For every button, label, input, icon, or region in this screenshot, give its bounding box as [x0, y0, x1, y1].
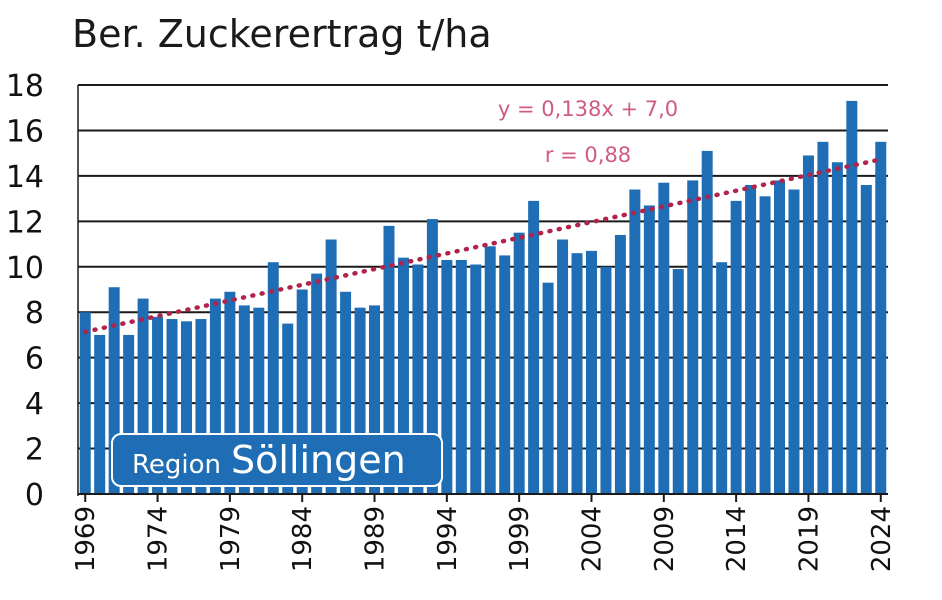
- annotations: y = 0,138x + 7,0 r = 0,88: [498, 97, 678, 167]
- bar: [860, 184, 872, 494]
- bar: [412, 264, 424, 494]
- bar: [643, 205, 655, 494]
- bar: [470, 264, 482, 494]
- y-tick-label: 10: [6, 251, 44, 286]
- x-tick-label: 1989: [361, 506, 391, 572]
- bar: [745, 184, 757, 494]
- y-tick-label: 4: [25, 387, 44, 422]
- bar: [108, 287, 120, 494]
- bar: [802, 155, 814, 494]
- bar: [542, 282, 554, 494]
- chart-title: Ber. Zuckerertrag t/ha: [72, 12, 492, 56]
- bar: [658, 182, 670, 494]
- bar: [875, 141, 887, 495]
- bar: [152, 316, 164, 494]
- bar: [94, 334, 106, 494]
- bar: [166, 319, 178, 494]
- trendline-group: [82, 157, 884, 335]
- bar: [354, 307, 366, 494]
- region-name: Söllingen: [231, 438, 406, 482]
- bar: [441, 259, 453, 494]
- bar: [455, 259, 467, 494]
- bar: [614, 234, 626, 494]
- bar: [528, 200, 540, 494]
- y-tick-label: 16: [6, 114, 44, 149]
- y-tick-label: 6: [25, 342, 44, 377]
- correlation-label: r = 0,88: [545, 143, 631, 167]
- region-badge-box: [111, 433, 443, 487]
- x-tick-label: 1999: [505, 506, 535, 572]
- x-tick-label: 2004: [577, 506, 607, 572]
- x-tick-label: 1994: [433, 506, 463, 572]
- bar: [340, 291, 352, 494]
- bar: [79, 312, 91, 494]
- y-tick-label: 12: [6, 205, 44, 240]
- bar: [123, 334, 135, 494]
- bar: [137, 298, 149, 494]
- bar: [557, 239, 569, 494]
- bar: [369, 305, 381, 494]
- y-tick-label: 2: [25, 433, 44, 468]
- y-tick-label: 8: [25, 296, 44, 331]
- bar: [774, 180, 786, 494]
- bar: [397, 257, 409, 494]
- bar: [600, 266, 612, 494]
- region-label: Region: [132, 450, 221, 480]
- bar: [687, 180, 699, 494]
- bar: [788, 189, 800, 494]
- bar: [282, 323, 294, 494]
- x-tick-label: 2014: [722, 506, 752, 572]
- bar: [846, 100, 858, 495]
- bar: [383, 225, 395, 494]
- bar: [238, 305, 250, 494]
- bar: [325, 239, 337, 494]
- bar: [759, 196, 771, 495]
- bar: [831, 162, 843, 494]
- bar: [513, 232, 525, 494]
- x-tick-label: 1969: [71, 506, 101, 572]
- x-tick-label: 1979: [216, 506, 246, 572]
- x-tick-label: 1984: [288, 506, 318, 572]
- bar: [253, 307, 265, 494]
- bar: [311, 273, 323, 494]
- bar: [195, 319, 207, 494]
- bars: [79, 100, 887, 495]
- y-axis: 0 2 4 6 8 10 12 14 16 18: [6, 69, 44, 513]
- regression-equation: y = 0,138x + 7,0: [498, 97, 678, 121]
- bar: [267, 262, 279, 494]
- x-tick-label: 2019: [794, 506, 824, 572]
- bar: [716, 262, 728, 494]
- y-tick-label: 18: [6, 69, 44, 104]
- region-badge-text: Region Söllingen: [132, 438, 406, 482]
- region-badge: Region Söllingen: [111, 433, 443, 487]
- bar: [730, 200, 742, 494]
- x-tick-label: 1974: [144, 506, 174, 572]
- x-tick-label: 2009: [650, 506, 680, 572]
- y-tick-label: 14: [6, 160, 44, 195]
- bar: [180, 321, 192, 494]
- y-tick-label: 0: [25, 478, 44, 513]
- trendline: [82, 157, 884, 335]
- bar: [499, 255, 511, 494]
- bar: [672, 269, 684, 494]
- x-axis: 1969 1974 1979 1984 1989 1994 1999 2004 2009 2014…: [71, 85, 897, 572]
- bar: [224, 291, 236, 494]
- bar: [484, 246, 496, 494]
- bar: [209, 298, 221, 494]
- x-tick-label: 2024: [867, 506, 897, 572]
- bar: [426, 219, 438, 495]
- bar: [296, 289, 308, 494]
- bar: [629, 189, 641, 494]
- bar: [585, 250, 597, 494]
- bar: [571, 253, 583, 494]
- bar: [817, 141, 829, 495]
- bar: [701, 150, 713, 494]
